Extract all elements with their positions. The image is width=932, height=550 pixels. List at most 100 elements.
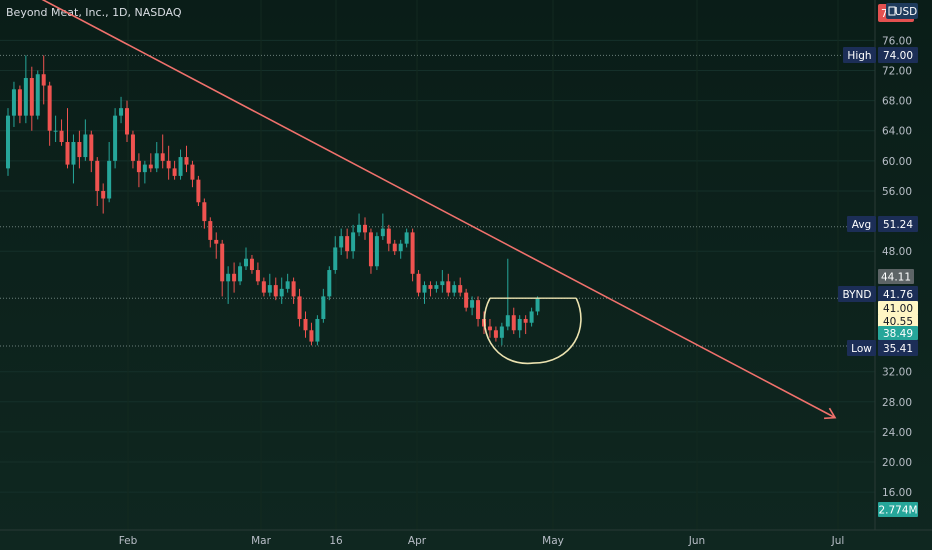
candle-body <box>440 281 445 286</box>
candle-body <box>249 258 254 271</box>
candle-body <box>380 228 385 237</box>
candle-body <box>452 285 457 293</box>
candle-body <box>321 296 326 319</box>
candle-body <box>333 247 338 271</box>
candle-body <box>446 281 451 293</box>
candle-body <box>160 153 165 161</box>
currency-tag[interactable]: USD <box>886 3 918 19</box>
candle-body <box>41 74 46 86</box>
candle-body <box>529 311 534 323</box>
candle-body <box>17 89 22 116</box>
candle-body <box>297 296 302 319</box>
candle-body <box>244 258 248 267</box>
time-axis[interactable]: Feb Mar 16 Apr May Jun Jul <box>119 535 845 547</box>
candle-body <box>279 288 284 297</box>
candle-body <box>368 232 373 267</box>
candle-body <box>11 89 16 116</box>
chart-title: Beyond Meat, Inc., 1D, NASDAQ <box>6 6 182 19</box>
svg-text:44.11: 44.11 <box>881 272 911 284</box>
candle-body <box>220 243 225 282</box>
y-tick-label: 76.00 <box>882 35 912 47</box>
last-price-tag: BYND 41.76 <box>838 286 918 302</box>
svg-text:2.774M: 2.774M <box>878 505 917 517</box>
candle-body <box>470 300 475 308</box>
y-tick-label: 24.00 <box>882 427 912 439</box>
low-tag: Low 35.41 <box>847 340 918 356</box>
high-tag-value: 74.00 <box>883 50 913 62</box>
candle-body <box>125 108 129 135</box>
candle-body <box>196 179 201 203</box>
y-tick-label: 68.00 <box>882 96 912 108</box>
ref-price-tag: 44.11 <box>878 269 914 284</box>
lock-icon <box>888 6 896 16</box>
trendline <box>41 0 836 419</box>
candle-body <box>208 221 213 240</box>
candle-body <box>303 318 308 331</box>
candle-body <box>493 330 498 338</box>
x-tick-label: 16 <box>329 535 343 547</box>
candle-body <box>53 130 58 132</box>
candle-body <box>363 224 367 233</box>
candle-body <box>351 232 356 252</box>
grid-lines <box>0 0 875 530</box>
avg-tag-value: 51.24 <box>883 219 913 231</box>
candle-body <box>95 160 100 191</box>
trendline-arrowhead <box>824 407 837 420</box>
candle-body <box>398 243 403 252</box>
candle-body <box>35 74 40 116</box>
y-tick-label: 48.00 <box>882 246 912 258</box>
candle-body <box>458 285 463 293</box>
y-tick-label: 28.00 <box>882 397 912 409</box>
y-tick-label: 72.00 <box>882 65 912 77</box>
candle-body <box>357 224 362 233</box>
last-price-value: 41.76 <box>883 289 913 301</box>
y-tick-label: 32.00 <box>882 367 912 379</box>
candle-body <box>327 270 332 297</box>
annotations <box>41 0 837 420</box>
candle-body <box>499 326 504 338</box>
candle-body <box>416 273 421 293</box>
candle-body <box>190 164 195 180</box>
candle-body <box>136 160 141 173</box>
candle-body <box>130 134 135 161</box>
candle-body <box>23 78 28 116</box>
high-tag-label: High <box>847 50 871 62</box>
y-tick-label: 20.00 <box>882 457 912 469</box>
candle-body <box>29 78 34 116</box>
candle-body <box>261 281 266 293</box>
candle-body <box>285 281 290 289</box>
candle-body <box>119 108 124 116</box>
x-tick-label: Feb <box>119 535 138 547</box>
candle-body <box>374 236 379 267</box>
candle-body <box>523 318 528 323</box>
candle-body <box>422 285 427 293</box>
svg-text:38.49: 38.49 <box>883 328 913 340</box>
candle-body <box>410 232 415 274</box>
candle-body <box>487 326 492 331</box>
x-tick-label: May <box>542 535 564 547</box>
annotation-mid-tag: 40.55 <box>878 314 918 328</box>
candle-body <box>535 298 540 312</box>
candle-body <box>315 318 320 342</box>
y-tick-label: 16.00 <box>882 487 912 499</box>
candle-body <box>238 266 243 282</box>
candle-body <box>166 160 171 169</box>
candle-body <box>71 142 76 165</box>
price-axis[interactable]: 16.00 20.00 24.00 28.00 32.00 48.00 56.00 60.00… <box>882 35 912 499</box>
candle-body <box>101 190 106 199</box>
svg-text:41.00: 41.00 <box>883 303 913 315</box>
candles <box>6 55 540 346</box>
candle-body <box>184 157 189 165</box>
candle-body <box>517 318 522 331</box>
candle-body <box>267 285 272 293</box>
candle-body <box>392 243 397 252</box>
price-tags: 79.52 USD High 74.00 Avg 51.24 <box>838 3 918 517</box>
volume-tag: 2.774M <box>878 502 918 517</box>
symbol-tag-label: BYND <box>843 289 872 301</box>
x-tick-label: Jun <box>688 535 705 547</box>
candle-body <box>505 315 510 327</box>
avg-tag: Avg 51.24 <box>847 216 918 232</box>
